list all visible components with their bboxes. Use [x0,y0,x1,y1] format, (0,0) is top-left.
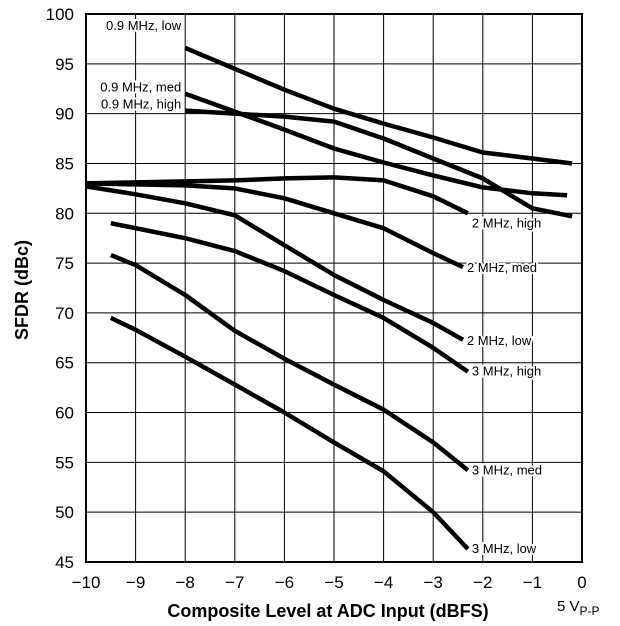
series-label-1: 0.9 MHz, med [100,80,181,95]
unit-note-main: 5 V [557,598,580,615]
x-tick-label: 0 [577,573,586,592]
y-tick-label: 100 [46,5,74,24]
series-line-1 [184,91,568,198]
plot-frame [85,13,583,563]
series-labels: 0.9 MHz, low 0.9 MHz, med 0.9 MHz, high 2 M… [98,16,544,558]
x-tick-label: −8 [176,573,195,592]
series-line-8 [109,315,470,551]
series-label-3: 2 MHz, high [472,215,541,230]
series-label-5: 2 MHz, low [467,333,532,348]
x-tick-label: −2 [473,573,492,592]
series-label-7: 3 MHz, med [472,462,542,477]
y-tick-label: 80 [55,204,74,223]
series-label-0: 0.9 MHz, low [106,18,182,33]
series-line-6 [110,220,470,374]
series-line-2 [185,108,573,219]
series-line-3 [85,175,469,216]
series-label-2: 0.9 MHz, high [101,97,181,112]
y-tick-label: 55 [55,453,74,472]
y-tick-label: 65 [55,354,74,373]
series-line-4 [85,181,464,270]
x-tick-label: −9 [126,573,145,592]
y-tick-label: 60 [55,404,74,423]
y-tick-label: 75 [55,254,74,273]
x-tick-label: −7 [225,573,244,592]
grid-lines [86,14,582,562]
y-tick-label: 45 [55,553,74,572]
x-tick-label: −10 [72,573,101,592]
unit-note: 5 VP-P [557,598,600,618]
y-tick-labels: 100 95 90 85 80 75 70 65 60 55 50 45 [46,5,74,572]
y-tick-label: 50 [55,503,74,522]
x-tick-label: −5 [324,573,343,592]
x-tick-labels: −10 −9 −8 −7 −6 −5 −4 −3 −2 −1 0 [72,573,587,592]
series-label-6: 3 MHz, high [472,364,541,379]
y-tick-label: 70 [55,304,74,323]
x-tick-label: −6 [275,573,294,592]
x-axis-title: Composite Level at ADC Input (dBFS) [167,601,488,621]
y-axis-title: SFDR (dBc) [12,240,32,340]
unit-note-sub: P-P [580,604,600,618]
series-line-7 [109,253,470,473]
series-lines [85,45,573,551]
series-line-0 [184,45,573,166]
x-tick-label: −3 [424,573,443,592]
series-line-5 [85,184,465,342]
y-tick-label: 95 [55,55,74,74]
x-tick-label: −1 [523,573,542,592]
x-tick-label: −4 [374,573,393,592]
series-label-4: 2 MHz, med [467,260,537,275]
y-tick-label: 85 [55,154,74,173]
series-label-8: 3 MHz, low [472,541,537,556]
y-tick-label: 90 [55,105,74,124]
